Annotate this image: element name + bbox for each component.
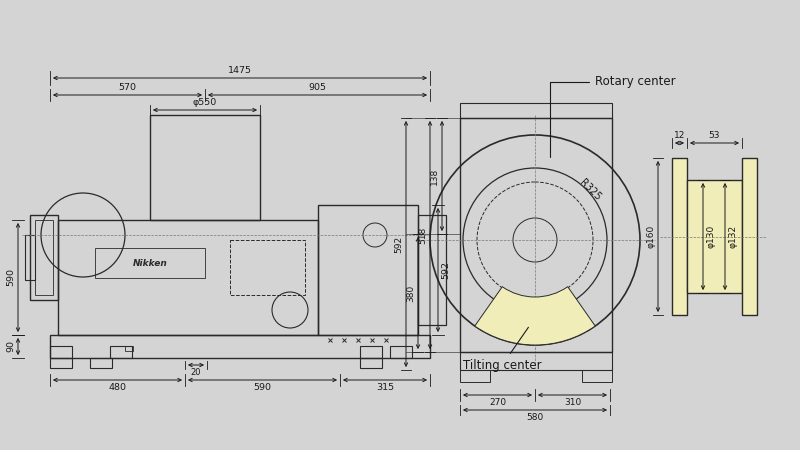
Bar: [230, 240, 305, 295]
Text: 592: 592: [394, 235, 403, 252]
Text: 138: 138: [430, 167, 439, 184]
Bar: [742, 158, 757, 315]
Text: φ160: φ160: [646, 225, 655, 248]
Bar: [460, 352, 612, 370]
Bar: [58, 220, 318, 335]
Text: 380: 380: [406, 284, 415, 302]
Bar: [318, 205, 418, 335]
Text: Tilting center: Tilting center: [463, 327, 542, 372]
Text: 580: 580: [526, 413, 544, 422]
Text: R325: R325: [578, 177, 602, 202]
Bar: [30, 215, 58, 300]
Text: 20: 20: [190, 368, 202, 377]
Text: 1475: 1475: [228, 66, 252, 75]
Text: 518: 518: [418, 226, 427, 243]
Bar: [110, 346, 132, 358]
Text: 590: 590: [254, 383, 271, 392]
Bar: [150, 115, 260, 220]
Text: 590: 590: [6, 269, 15, 287]
Bar: [90, 358, 112, 368]
Text: φ130: φ130: [706, 225, 715, 248]
Bar: [687, 180, 742, 293]
Bar: [50, 358, 72, 368]
Wedge shape: [474, 287, 595, 345]
Bar: [95, 248, 205, 278]
Bar: [418, 215, 446, 325]
Bar: [360, 358, 382, 368]
Bar: [50, 335, 430, 358]
Bar: [460, 118, 612, 352]
Text: φ132: φ132: [728, 225, 737, 248]
Text: 53: 53: [709, 131, 720, 140]
Bar: [390, 346, 412, 358]
Text: 315: 315: [376, 383, 394, 392]
Text: 12: 12: [674, 131, 685, 140]
Text: 592: 592: [441, 261, 450, 279]
Text: Nikken: Nikken: [133, 258, 167, 267]
Bar: [35, 220, 53, 295]
Bar: [460, 370, 490, 382]
Bar: [582, 370, 612, 382]
Bar: [125, 346, 133, 351]
Text: 270: 270: [489, 398, 506, 407]
Text: 310: 310: [564, 398, 581, 407]
Bar: [25, 235, 35, 280]
Bar: [50, 346, 72, 358]
Bar: [460, 103, 612, 118]
Text: φ550: φ550: [193, 98, 217, 107]
Text: Rotary center: Rotary center: [550, 76, 676, 157]
Text: 90: 90: [6, 341, 15, 352]
Bar: [360, 346, 382, 358]
Text: 480: 480: [109, 383, 126, 392]
Text: 905: 905: [309, 83, 326, 92]
Bar: [672, 158, 687, 315]
Text: 570: 570: [118, 83, 137, 92]
